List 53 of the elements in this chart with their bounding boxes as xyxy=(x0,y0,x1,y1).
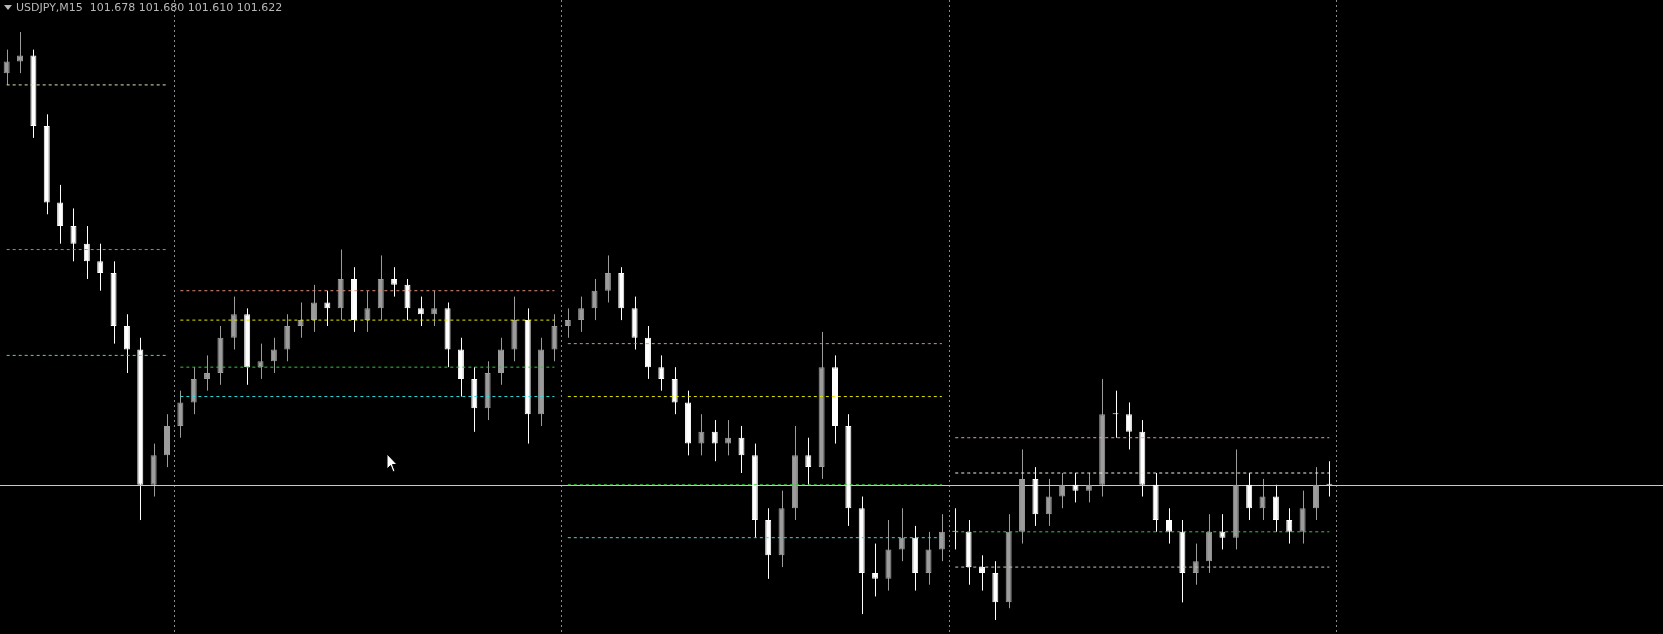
candlestick xyxy=(1219,513,1226,550)
candlestick xyxy=(1272,484,1279,533)
candlestick xyxy=(872,543,879,597)
candlestick xyxy=(83,225,90,280)
candlestick xyxy=(417,296,424,327)
candlestick xyxy=(230,296,237,351)
candlestick xyxy=(123,313,130,374)
candlestick xyxy=(1299,490,1306,545)
candlestick xyxy=(1059,472,1066,509)
candlestick xyxy=(204,354,211,392)
candlestick xyxy=(604,254,611,303)
candlestick xyxy=(711,419,718,462)
candlestick xyxy=(698,413,705,456)
candlestick xyxy=(1312,466,1319,521)
chart-title: USDJPY,M15 101.678 101.680 101.610 101.622 xyxy=(16,1,283,14)
candlestick xyxy=(3,49,10,86)
candlestick xyxy=(738,425,745,474)
candlestick xyxy=(591,278,598,321)
candlestick xyxy=(1246,472,1253,521)
candlestick xyxy=(1125,401,1132,450)
candlestick xyxy=(431,290,438,327)
candlestick xyxy=(310,284,317,333)
candlestick xyxy=(938,513,945,562)
candlestick xyxy=(57,184,64,245)
candlestick xyxy=(805,437,812,486)
candlestick xyxy=(898,507,905,562)
candlestick xyxy=(391,266,398,298)
candlestick xyxy=(497,337,505,386)
candlestick xyxy=(190,366,197,415)
candlestick xyxy=(1072,472,1079,503)
candlestick xyxy=(658,354,665,392)
candlestick xyxy=(1165,507,1173,545)
candlestick xyxy=(70,207,77,262)
candlestick xyxy=(1286,507,1293,545)
candlestick xyxy=(1259,478,1266,521)
candlestick xyxy=(925,531,932,586)
candlestick xyxy=(284,313,291,362)
candlestick xyxy=(1045,478,1052,527)
candlestick xyxy=(671,366,678,415)
candlestick xyxy=(551,313,558,362)
candlestick xyxy=(404,278,411,321)
candlestick xyxy=(564,307,571,339)
candlestick xyxy=(1085,472,1092,503)
candlestick xyxy=(978,554,985,592)
candlestick xyxy=(578,296,585,333)
candlestick xyxy=(297,301,304,339)
candlestick xyxy=(270,337,277,374)
candlestick xyxy=(257,343,264,380)
candlestick xyxy=(324,290,331,327)
candlestick xyxy=(364,290,371,333)
candlestick xyxy=(725,419,732,456)
candlestick xyxy=(177,390,184,439)
candlestick xyxy=(97,243,104,292)
